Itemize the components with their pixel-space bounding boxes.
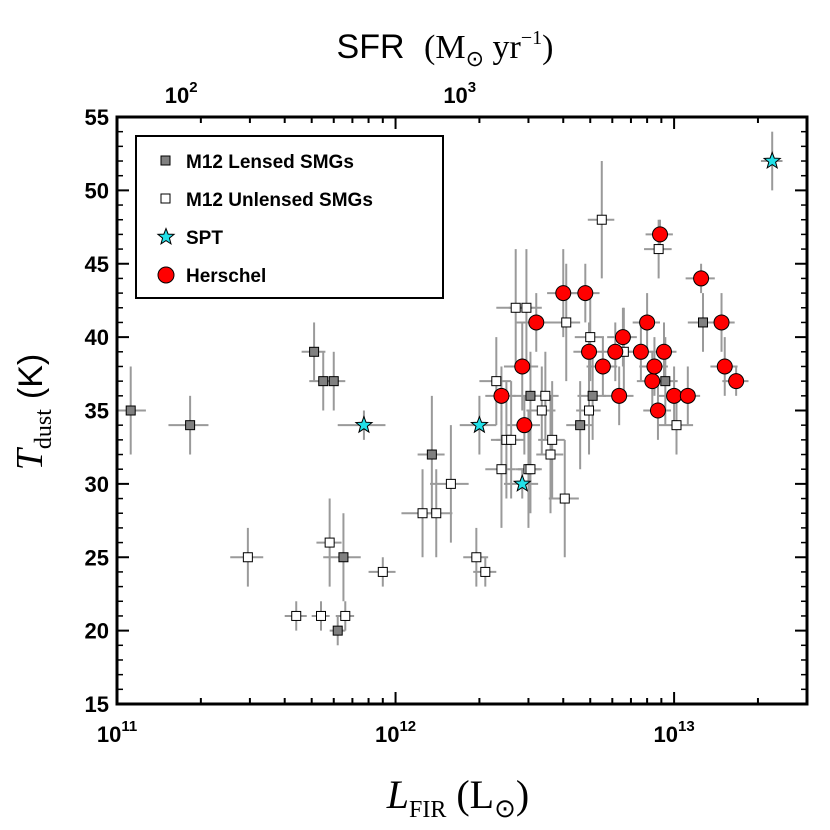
unlensed-smg-point (510, 302, 521, 313)
herschel-point (646, 358, 663, 375)
legend-label-herschel: Herschel (186, 266, 266, 287)
herschel-point (693, 270, 710, 287)
herschel-point (516, 417, 533, 434)
legend-marker-unlensed (160, 193, 171, 204)
unlensed-smg-point (585, 332, 596, 343)
unlensed-smg-point (536, 405, 547, 416)
legend-label-spt: SPT (186, 228, 223, 249)
unlensed-smg-point (521, 302, 532, 313)
unlensed-smg-point (242, 552, 253, 563)
herschel-point (577, 285, 594, 302)
herschel-point (652, 226, 669, 243)
x-axis-title: LFIR (L⊙) (386, 772, 530, 823)
herschel-point (644, 373, 661, 390)
lensed-smg-point (660, 376, 671, 387)
legend-label-lensed: M12 Lensed SMGs (186, 152, 354, 173)
x-tick-label: 1011 (97, 718, 137, 747)
spt-point (469, 415, 489, 434)
lensed-smg-point (525, 390, 536, 401)
herschel-point (728, 373, 745, 390)
lensed-smg-point (125, 405, 136, 416)
lensed-smg-point (575, 420, 586, 431)
lensed-smg-point (309, 346, 320, 357)
lensed-smg-point (318, 376, 329, 387)
unlensed-smg-point (471, 552, 482, 563)
legend-marker-herschel (157, 266, 175, 284)
herschel-point (649, 402, 666, 419)
herschel-point (528, 314, 545, 331)
lensed-smg-point (338, 552, 349, 563)
unlensed-smg-point (480, 566, 491, 577)
unlensed-smg-point (340, 610, 351, 621)
herschel-point (581, 343, 598, 360)
y-tick-label: 55 (85, 105, 109, 130)
x-tick-label: 1012 (375, 718, 416, 747)
y-tick-label: 30 (85, 472, 109, 497)
herschel-point (594, 358, 611, 375)
unlensed-smg-point (561, 317, 572, 328)
plot-frame (115, 115, 809, 706)
herschel-point (607, 343, 624, 360)
herschel-point (716, 358, 733, 375)
y-tick-label: 20 (85, 619, 109, 644)
unlensed-smg-point (525, 464, 536, 475)
y-tick-label: 35 (85, 399, 109, 424)
y-tick-label: 50 (85, 178, 109, 203)
legend-marker-spt (156, 227, 176, 246)
y-tick-label: 45 (85, 252, 109, 277)
herschel-point (611, 387, 628, 404)
herschel-point (679, 387, 696, 404)
unlensed-smg-point (547, 434, 558, 445)
lensed-smg-point (698, 317, 709, 328)
unlensed-smg-point (431, 508, 442, 519)
spt-point (512, 473, 532, 492)
herschel-point (632, 343, 649, 360)
unlensed-smg-point (445, 478, 456, 489)
unlensed-smg-point (559, 493, 570, 504)
top-tick-label: 103 (443, 79, 476, 108)
herschel-point (639, 314, 656, 331)
unlensed-smg-point (324, 537, 335, 548)
top-axis-title: SFR (M⊙ yr−1) (337, 27, 554, 71)
unlensed-smg-point (540, 390, 551, 401)
markers (125, 151, 782, 636)
legend-label-unlensed: M12 Unlensed SMGs (186, 190, 373, 211)
top-tick-label: 102 (165, 79, 198, 108)
y-tick-label: 25 (85, 545, 109, 570)
spt-point (354, 415, 374, 434)
lensed-smg-point (332, 625, 343, 636)
herschel-point (713, 314, 730, 331)
herschel-point (514, 358, 531, 375)
y-axis-title: Tdust(K) (9, 354, 57, 470)
unlensed-smg-point (653, 244, 664, 255)
x-tick-label: 1013 (654, 718, 695, 747)
unlensed-smg-point (496, 464, 507, 475)
legend-box (135, 135, 444, 299)
herschel-point (493, 387, 510, 404)
y-tick-label: 40 (85, 325, 109, 350)
spt-point (762, 151, 782, 170)
unlensed-smg-point (377, 566, 388, 577)
lensed-smg-point (587, 390, 598, 401)
legend: M12 Lensed SMGs M12 Unlensed SMGs SPT He… (135, 135, 444, 299)
unlensed-smg-point (545, 449, 556, 460)
lensed-smg-point (185, 420, 196, 431)
lensed-smg-point (328, 376, 339, 387)
herschel-point (555, 285, 572, 302)
unlensed-smg-point (417, 508, 428, 519)
unlensed-smg-point (316, 610, 327, 621)
legend-marker-lensed (160, 155, 171, 166)
herschel-point (666, 387, 683, 404)
herschel-point (656, 343, 673, 360)
y-tick-label: 15 (85, 692, 109, 717)
unlensed-smg-point (491, 376, 502, 387)
unlensed-smg-point (291, 610, 302, 621)
lensed-smg-point (426, 449, 437, 460)
herschel-point (614, 329, 631, 346)
unlensed-smg-point (596, 214, 607, 225)
unlensed-smg-point (671, 420, 682, 431)
unlensed-smg-point (584, 405, 595, 416)
unlensed-smg-point (506, 434, 517, 445)
